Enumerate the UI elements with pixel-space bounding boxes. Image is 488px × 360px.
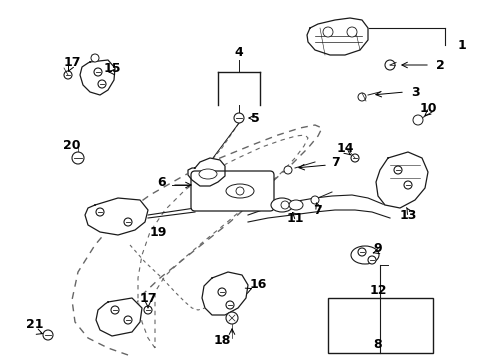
Text: 21: 21 bbox=[26, 319, 43, 332]
Text: 3: 3 bbox=[411, 86, 420, 99]
Circle shape bbox=[323, 27, 332, 37]
Circle shape bbox=[234, 113, 244, 123]
Circle shape bbox=[357, 93, 365, 101]
Text: 7: 7 bbox=[331, 156, 340, 168]
Ellipse shape bbox=[288, 200, 303, 210]
Circle shape bbox=[281, 201, 288, 209]
Circle shape bbox=[96, 208, 104, 216]
Text: 7: 7 bbox=[313, 203, 322, 216]
Circle shape bbox=[124, 316, 132, 324]
Text: 19: 19 bbox=[149, 225, 166, 239]
Circle shape bbox=[218, 288, 225, 296]
Ellipse shape bbox=[199, 169, 217, 179]
Text: 18: 18 bbox=[213, 333, 230, 346]
Circle shape bbox=[393, 166, 401, 174]
Polygon shape bbox=[80, 60, 115, 95]
Text: 12: 12 bbox=[368, 284, 386, 297]
Circle shape bbox=[346, 27, 356, 37]
Circle shape bbox=[64, 71, 72, 79]
Circle shape bbox=[91, 54, 99, 62]
Circle shape bbox=[412, 115, 422, 125]
Bar bbox=[327, 298, 432, 353]
Circle shape bbox=[94, 68, 102, 76]
Text: 5: 5 bbox=[250, 112, 259, 125]
Text: 17: 17 bbox=[63, 55, 81, 68]
Ellipse shape bbox=[350, 246, 378, 264]
Circle shape bbox=[124, 218, 132, 226]
Text: 4: 4 bbox=[234, 45, 243, 59]
Circle shape bbox=[225, 301, 234, 309]
Circle shape bbox=[225, 312, 238, 324]
Polygon shape bbox=[187, 158, 224, 186]
Ellipse shape bbox=[225, 184, 253, 198]
Circle shape bbox=[284, 166, 291, 174]
Circle shape bbox=[111, 306, 119, 314]
Text: 6: 6 bbox=[157, 176, 166, 189]
Text: 14: 14 bbox=[336, 141, 353, 154]
FancyBboxPatch shape bbox=[191, 171, 273, 211]
Circle shape bbox=[98, 80, 106, 88]
Text: 10: 10 bbox=[418, 102, 436, 114]
Text: 15: 15 bbox=[103, 62, 121, 75]
Polygon shape bbox=[96, 298, 142, 336]
Polygon shape bbox=[375, 152, 427, 208]
Circle shape bbox=[403, 181, 411, 189]
Text: 16: 16 bbox=[249, 279, 266, 292]
Circle shape bbox=[43, 330, 53, 340]
Text: 1: 1 bbox=[457, 39, 466, 51]
Circle shape bbox=[72, 152, 84, 164]
Circle shape bbox=[357, 248, 365, 256]
Polygon shape bbox=[85, 198, 148, 235]
Text: 11: 11 bbox=[285, 212, 303, 225]
Ellipse shape bbox=[270, 198, 292, 212]
Text: 2: 2 bbox=[435, 59, 444, 72]
Circle shape bbox=[143, 306, 152, 314]
Text: 17: 17 bbox=[139, 292, 157, 305]
Circle shape bbox=[350, 154, 358, 162]
Polygon shape bbox=[202, 272, 247, 315]
Text: 8: 8 bbox=[373, 338, 382, 351]
Circle shape bbox=[236, 187, 244, 195]
Circle shape bbox=[310, 196, 318, 204]
Circle shape bbox=[384, 60, 394, 70]
Circle shape bbox=[367, 256, 375, 264]
Text: 9: 9 bbox=[373, 242, 382, 255]
Polygon shape bbox=[306, 18, 367, 55]
Text: 13: 13 bbox=[399, 208, 416, 221]
Text: 20: 20 bbox=[63, 139, 81, 152]
